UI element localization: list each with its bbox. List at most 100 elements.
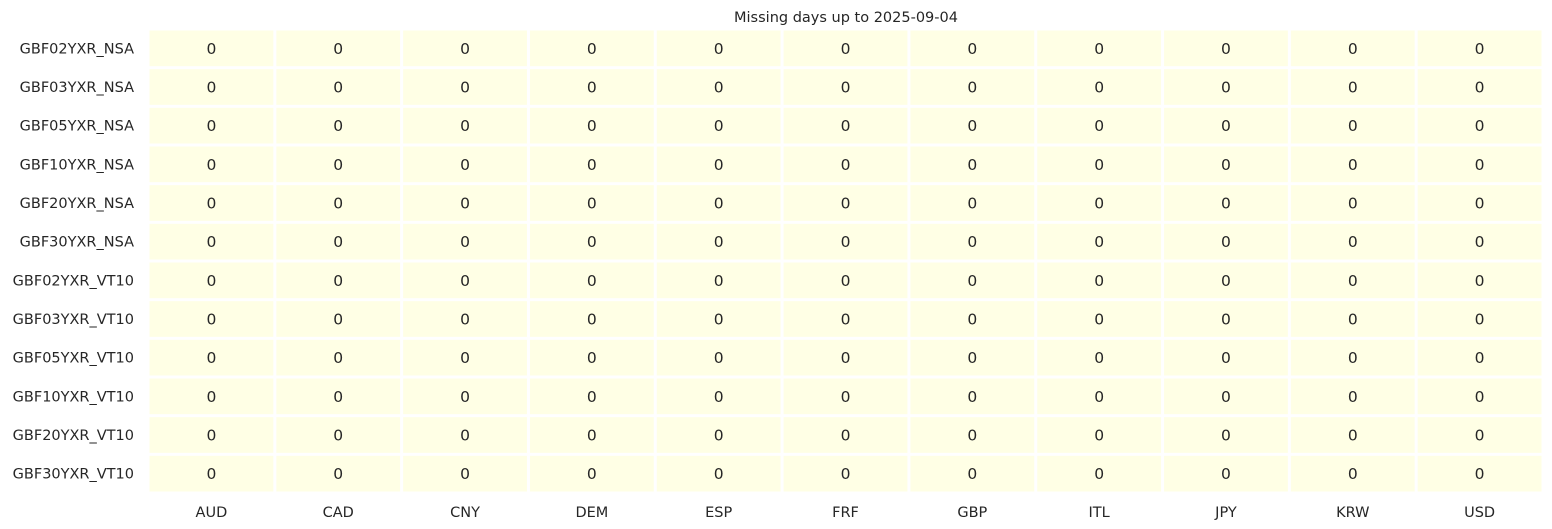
- heatmap-cell: [1164, 69, 1288, 105]
- heatmap-cell: [910, 107, 1035, 144]
- heatmap-cell-value: 0: [1094, 40, 1104, 58]
- heatmap-cell: [656, 146, 781, 183]
- heatmap-cell-value: 0: [967, 272, 977, 290]
- heatmap-cell: [403, 107, 527, 144]
- heatmap-cell-value: 0: [1475, 311, 1485, 329]
- heatmap-cell-value: 0: [841, 465, 851, 483]
- y-tick-label: GBF02YXR_NSA: [20, 41, 134, 57]
- heatmap-cell-value: 0: [841, 156, 851, 174]
- heatmap-cell-value: 0: [333, 195, 343, 213]
- heatmap-cell: [1417, 339, 1542, 376]
- heatmap-cell-value: 0: [714, 195, 724, 213]
- heatmap-cell-labels: 0 0 0 0 0 0 0 0 0 0 0 0 0 0 0 0 0 0 0 0 0 0 0 0 0 0 0 0 0 0 0 0 0 0 0 0 0 0 0 0…: [206, 40, 1484, 483]
- heatmap-cell-value: 0: [1221, 272, 1231, 290]
- heatmap-cell: [910, 146, 1035, 183]
- heatmap-cell: [910, 30, 1035, 67]
- x-tick-label: ESP: [705, 505, 732, 521]
- heatmap-cell: [1290, 69, 1415, 105]
- heatmap-cell: [1290, 262, 1415, 299]
- heatmap-cell-value: 0: [714, 272, 724, 290]
- heatmap-cell-value: 0: [1348, 79, 1358, 97]
- heatmap-cell-value: 0: [714, 117, 724, 135]
- heatmap-cell-value: 0: [460, 79, 470, 97]
- heatmap-cell: [783, 378, 908, 415]
- heatmap-cell: [1417, 301, 1542, 337]
- heatmap-cell: [910, 339, 1035, 376]
- heatmap-cell: [656, 223, 781, 260]
- x-tick-label: KRW: [1336, 505, 1369, 521]
- heatmap-cell-value: 0: [333, 117, 343, 135]
- x-tick-label: FRF: [832, 505, 859, 521]
- y-tick-label: GBF02YXR_VT10: [13, 273, 134, 289]
- heatmap-cell: [1037, 107, 1162, 144]
- heatmap-cell-value: 0: [333, 388, 343, 406]
- heatmap-cell: [149, 262, 274, 299]
- heatmap-cell-value: 0: [1348, 349, 1358, 367]
- heatmap-cell-value: 0: [333, 349, 343, 367]
- heatmap-cell: [1037, 69, 1162, 105]
- heatmap-cell: [1417, 107, 1542, 144]
- heatmap-cell-value: 0: [967, 79, 977, 97]
- heatmap-cell: [1037, 378, 1162, 415]
- heatmap-cell-value: 0: [841, 427, 851, 445]
- heatmap-cell-value: 0: [206, 117, 216, 135]
- heatmap-cell: [656, 185, 781, 221]
- heatmap-cell: [656, 69, 781, 105]
- heatmap-cell: [403, 30, 527, 67]
- heatmap-cell: [1290, 223, 1415, 260]
- heatmap-cell-value: 0: [841, 349, 851, 367]
- heatmap-cell: [276, 146, 401, 183]
- heatmap-cell: [529, 107, 654, 144]
- heatmap-cell: [783, 301, 908, 337]
- heatmap-cell: [149, 146, 274, 183]
- heatmap-cell-value: 0: [1221, 156, 1231, 174]
- heatmap-cell-value: 0: [460, 272, 470, 290]
- heatmap-cell: [276, 185, 401, 221]
- heatmap-cell: [403, 262, 527, 299]
- y-tick-label: GBF05YXR_NSA: [20, 119, 134, 135]
- heatmap-cell: [910, 262, 1035, 299]
- heatmap-cell: [1290, 455, 1415, 492]
- heatmap-cell-value: 0: [460, 233, 470, 251]
- heatmap-cell-value: 0: [841, 233, 851, 251]
- heatmap-cell-value: 0: [714, 388, 724, 406]
- heatmap-cell: [783, 30, 908, 67]
- heatmap-cell: [783, 417, 908, 453]
- heatmap-cell-value: 0: [587, 349, 597, 367]
- y-axis-tick-labels: GBF02YXR_NSA GBF03YXR_NSA GBF05YXR_NSA GBF1…: [13, 41, 134, 482]
- heatmap-cell-value: 0: [460, 311, 470, 329]
- heatmap-cell: [403, 417, 527, 453]
- heatmap-cell-value: 0: [206, 156, 216, 174]
- y-tick-label: GBF20YXR_NSA: [20, 196, 134, 212]
- heatmap-cell-value: 0: [587, 427, 597, 445]
- heatmap-cell-value: 0: [714, 79, 724, 97]
- heatmap-cell-value: 0: [1475, 117, 1485, 135]
- heatmap-cell: [1037, 262, 1162, 299]
- heatmap-cell: [276, 107, 401, 144]
- heatmap-cell: [403, 185, 527, 221]
- heatmap-cell-value: 0: [967, 427, 977, 445]
- heatmap-cell: [529, 339, 654, 376]
- heatmap-cell-value: 0: [206, 233, 216, 251]
- heatmap-cell: [276, 455, 401, 492]
- heatmap-cell-value: 0: [460, 117, 470, 135]
- heatmap-cell: [1164, 417, 1288, 453]
- heatmap-cell: [276, 69, 401, 105]
- heatmap-cell-value: 0: [841, 79, 851, 97]
- heatmap-cell-value: 0: [206, 79, 216, 97]
- heatmap-cell: [1290, 417, 1415, 453]
- heatmap-cell-value: 0: [333, 272, 343, 290]
- heatmap-cell-value: 0: [1094, 349, 1104, 367]
- heatmap-cell-value: 0: [1348, 272, 1358, 290]
- heatmap-cell: [783, 185, 908, 221]
- heatmap-cell-value: 0: [460, 195, 470, 213]
- heatmap-cell: [1037, 223, 1162, 260]
- heatmap-cell-value: 0: [206, 388, 216, 406]
- heatmap-cell-value: 0: [967, 465, 977, 483]
- heatmap-cell: [529, 185, 654, 221]
- heatmap-cell: [529, 69, 654, 105]
- heatmap-cell-value: 0: [1094, 272, 1104, 290]
- heatmap-cell-value: 0: [1221, 233, 1231, 251]
- x-axis-tick-labels: AUD CAD CNY DEM ESP FRF GBP ITL JPY KRW USD: [196, 505, 1496, 521]
- heatmap-cell-value: 0: [206, 272, 216, 290]
